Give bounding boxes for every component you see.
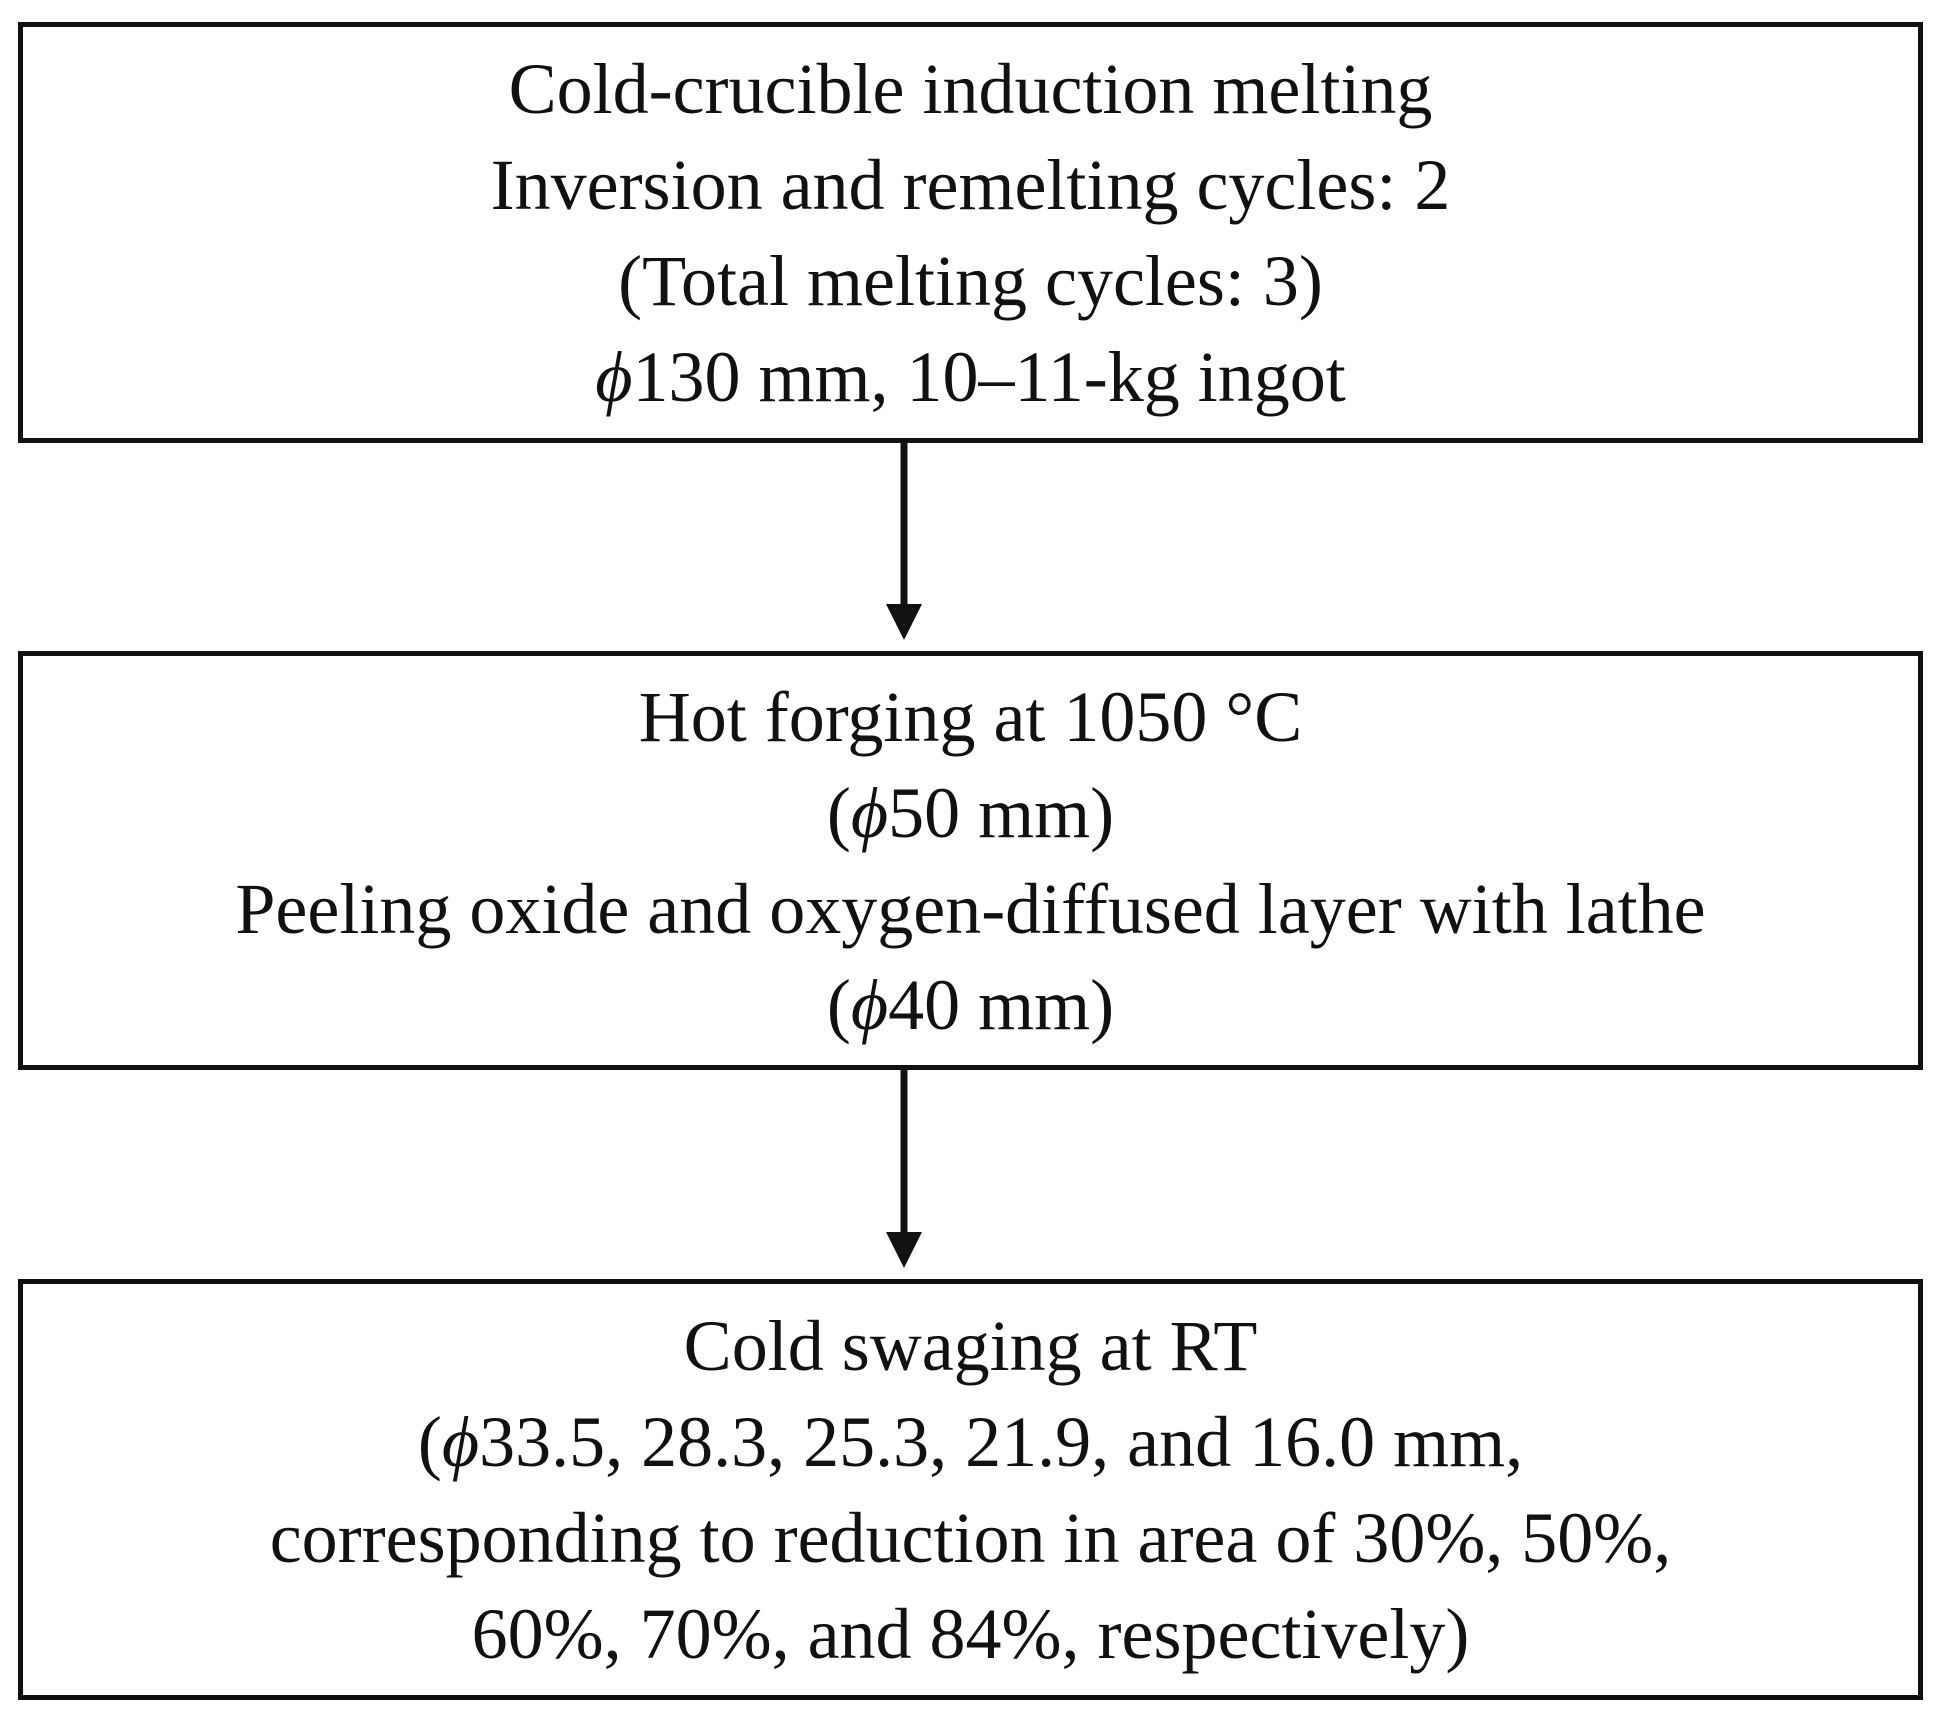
step-1-line-4: ϕ130 mm, 10–11-kg ingot [595, 336, 1346, 417]
step-box-melting: Cold-crucible induction melting Inversio… [18, 22, 1923, 443]
step-3-line-4: 60%, 70%, and 84%, respectively) [471, 1593, 1470, 1674]
step-2-line-2: (ϕ50 mm) [826, 772, 1115, 853]
step-box-hot-forging: Hot forging at 1050 °C (ϕ50 mm) Peeling … [18, 651, 1923, 1070]
arrow-2-to-3 [886, 1070, 922, 1268]
phi-symbol: ϕ [850, 772, 889, 853]
step-3-line-1: Cold swaging at RT [683, 1305, 1258, 1386]
phi-symbol: ϕ [441, 1401, 480, 1482]
step-box-cold-swaging: Cold swaging at RT (ϕ33.5, 28.3, 25.3, 2… [18, 1279, 1923, 1700]
step-3-line-3: corresponding to reduction in area of 30… [269, 1497, 1672, 1578]
phi-symbol: ϕ [850, 964, 889, 1045]
step-2-line-3: Peeling oxide and oxygen-diffused layer … [235, 868, 1706, 949]
phi-symbol: ϕ [595, 336, 633, 417]
step-1-line-3: (Total melting cycles: 3) [618, 240, 1323, 321]
step-1-line-2: Inversion and remelting cycles: 2 [490, 144, 1451, 225]
step-1-line-1: Cold-crucible induction melting [508, 48, 1433, 129]
step-3-line-2: (ϕ33.5, 28.3, 25.3, 21.9, and 16.0 mm, [417, 1401, 1524, 1482]
arrow-1-to-2 [886, 443, 922, 640]
step-2-line-1: Hot forging at 1050 °C [638, 676, 1303, 757]
step-2-line-4: (ϕ40 mm) [826, 964, 1115, 1045]
